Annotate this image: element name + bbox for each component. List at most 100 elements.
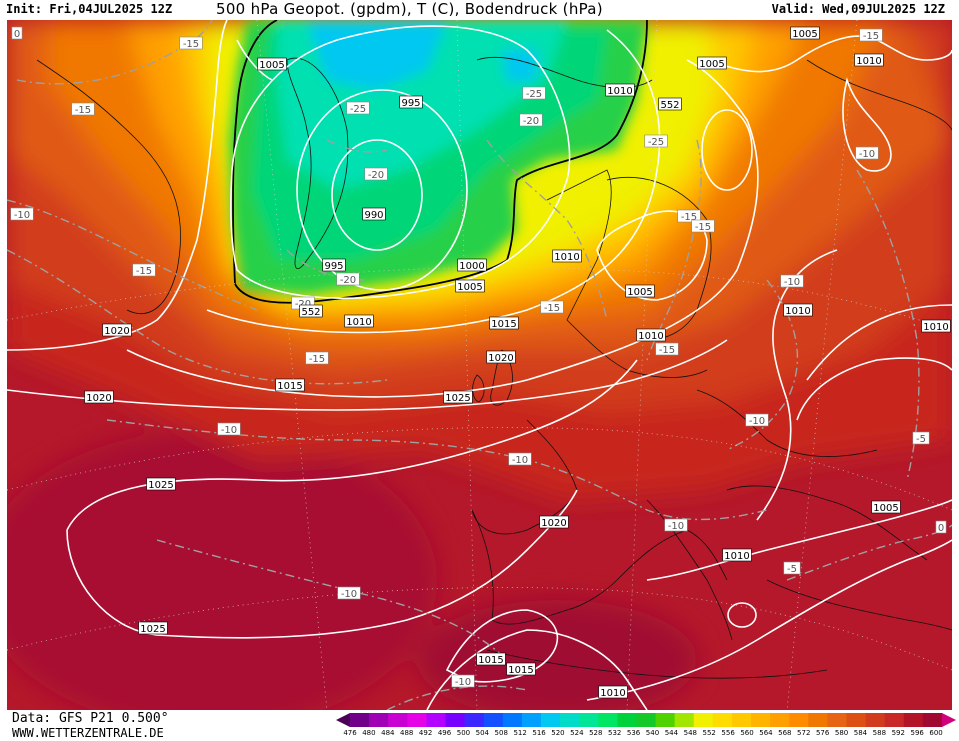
isotherm-label: -15	[179, 36, 203, 50]
isotherm-label-text: -10	[512, 455, 528, 466]
init-time: Init: Fri,04JUL2025 12Z	[6, 2, 173, 16]
geopotential-label: 552	[658, 97, 682, 111]
isotherm-label-text: -10	[784, 277, 800, 288]
colorbar-tick-label: 560	[740, 729, 754, 737]
colorbar-segment	[827, 713, 848, 727]
colorbar-tick-label: 508	[494, 729, 508, 737]
isobar-label: 1010	[783, 303, 813, 317]
isotherm-label-text: -15	[659, 345, 675, 356]
colorbar-segment	[445, 713, 466, 727]
isobar-label: 1020	[486, 350, 516, 364]
map-footer: Data: GFS P21 0.500° WWW.WETTERZENTRALE.…	[0, 710, 959, 741]
isobar-label-text: 1015	[508, 665, 533, 676]
isobar-label: 1010	[854, 53, 884, 67]
isotherm-label-text: -15	[75, 105, 91, 116]
isobar-label: 1025	[146, 477, 176, 491]
colorbar-tick-label: 592	[891, 729, 905, 737]
isotherm-label: -15	[691, 219, 715, 233]
colorbar-tick-label: 544	[664, 729, 679, 737]
weather-map-canvas: 1005 1005 1010 1005 1010 995 990 995 1000 1005 101…	[7, 20, 952, 710]
colorbar-segment	[560, 713, 580, 727]
isotherm-label: -15	[859, 28, 883, 42]
geopotential-label-text: 552	[301, 307, 320, 318]
isobar-label: 1020	[102, 323, 132, 337]
colorbar-segment	[502, 713, 523, 727]
colorbar-segment	[617, 713, 637, 727]
isobar-label: 1000	[457, 258, 487, 272]
colorbar-segment	[426, 713, 446, 727]
colorbar-tick-label: 584	[853, 729, 868, 737]
isotherm-label-text: -10	[221, 425, 237, 436]
isobar-label-text: 1015	[277, 381, 302, 392]
isotherm-label: -15	[677, 209, 701, 223]
isobar-label: 1005	[790, 26, 820, 40]
isotherm-label-text: -15	[183, 39, 199, 50]
isotherm-label-text: 0	[14, 29, 20, 40]
colorbar-segment	[712, 713, 733, 727]
isobar-label-text: 1010	[785, 306, 810, 317]
colorbar-tick-label: 484	[381, 729, 395, 737]
colorbar-segment	[751, 713, 771, 727]
isotherm-label: 0	[11, 26, 23, 40]
colorbar-tick-label: 504	[475, 729, 490, 737]
isobar-label-text: 1015	[478, 655, 503, 666]
colorbar-segment	[540, 713, 561, 727]
map-header: Init: Fri,04JUL2025 12Z 500 hPa Geopot. …	[0, 0, 959, 20]
isobar-label: 1005	[625, 284, 655, 298]
colorbar-tick-label: 580	[834, 729, 849, 737]
isotherm-label-text: -20	[523, 116, 539, 127]
pressure-labels: 1005 1005 1010 1005 1010 995 990 995 1000 1005 101…	[84, 26, 951, 699]
colorbar-tick-label: 568	[778, 729, 792, 737]
isobar-label: 1015	[506, 662, 536, 676]
isobar-label: 995	[322, 258, 346, 272]
isotherm-label-text: -5	[916, 434, 926, 445]
isotherm-label: -15	[132, 263, 156, 277]
isobar-label-text: 1010	[554, 252, 579, 263]
isotherm-label: -10	[337, 586, 361, 600]
isotherm-label: -5	[912, 431, 930, 445]
colorbar-tick-label: 576	[815, 729, 830, 737]
isotherm-label-text: -20	[368, 170, 384, 181]
isotherm-label: -15	[71, 102, 95, 116]
isobar-label: 1015	[489, 316, 519, 330]
colorbar-segment	[865, 713, 886, 727]
colorbar-segment	[636, 713, 657, 727]
isobar-label-text: 1020	[488, 353, 513, 364]
isotherm-label: -10	[664, 518, 688, 532]
geopotential-label-text: 552	[660, 100, 679, 111]
isotherm-label-text: -15	[136, 266, 152, 277]
isobars	[7, 20, 952, 710]
isobar-label: 1010	[921, 319, 951, 333]
colorbar-segment	[846, 713, 867, 727]
geopotential-label: 552	[299, 304, 323, 318]
isobar-label-text: 1000	[459, 261, 484, 272]
colorbar-tick-label: 556	[721, 729, 735, 737]
isobar-label-text: 1005	[259, 60, 284, 71]
isotherm-label: 0	[935, 520, 947, 534]
colorbar-tick-label: 488	[400, 729, 414, 737]
isobar-label-text: 1010	[638, 331, 663, 342]
isobar-label-text: 995	[324, 261, 343, 272]
colorbar-tick-label: 496	[437, 729, 452, 737]
colorbar	[336, 713, 956, 727]
isotherm-label: -20	[336, 272, 360, 286]
weather-map: 1005 1005 1010 1005 1010 995 990 995 1000 1005 101…	[7, 20, 952, 710]
colorbar-segment	[388, 713, 408, 727]
isobar-label: 1010	[598, 685, 628, 699]
isotherm-label-text: -10	[859, 149, 875, 160]
isobar-label: 1015	[476, 652, 506, 666]
isotherm-label: -10	[780, 274, 804, 288]
isotherm-label: -10	[10, 207, 34, 221]
colorbar-tick-label: 480	[362, 729, 376, 737]
colorbar-segment	[770, 713, 790, 727]
isobar-label: 1005	[697, 56, 727, 70]
isotherm-label-text: -15	[309, 354, 325, 365]
colorbar-over-arrow	[942, 713, 956, 727]
temperature-labels: -15-15-15 -25-25-20-25-10-20-15-15-10-15-…	[10, 26, 947, 688]
colorbar-tick-label: 540	[645, 729, 660, 737]
isotherm-label: -5	[783, 561, 801, 575]
isobar-label-text: 1025	[445, 393, 470, 404]
isotherm-label-text: -20	[295, 299, 311, 310]
geopotential-552-contour	[232, 20, 648, 304]
isotherm-label: -10	[855, 146, 879, 160]
